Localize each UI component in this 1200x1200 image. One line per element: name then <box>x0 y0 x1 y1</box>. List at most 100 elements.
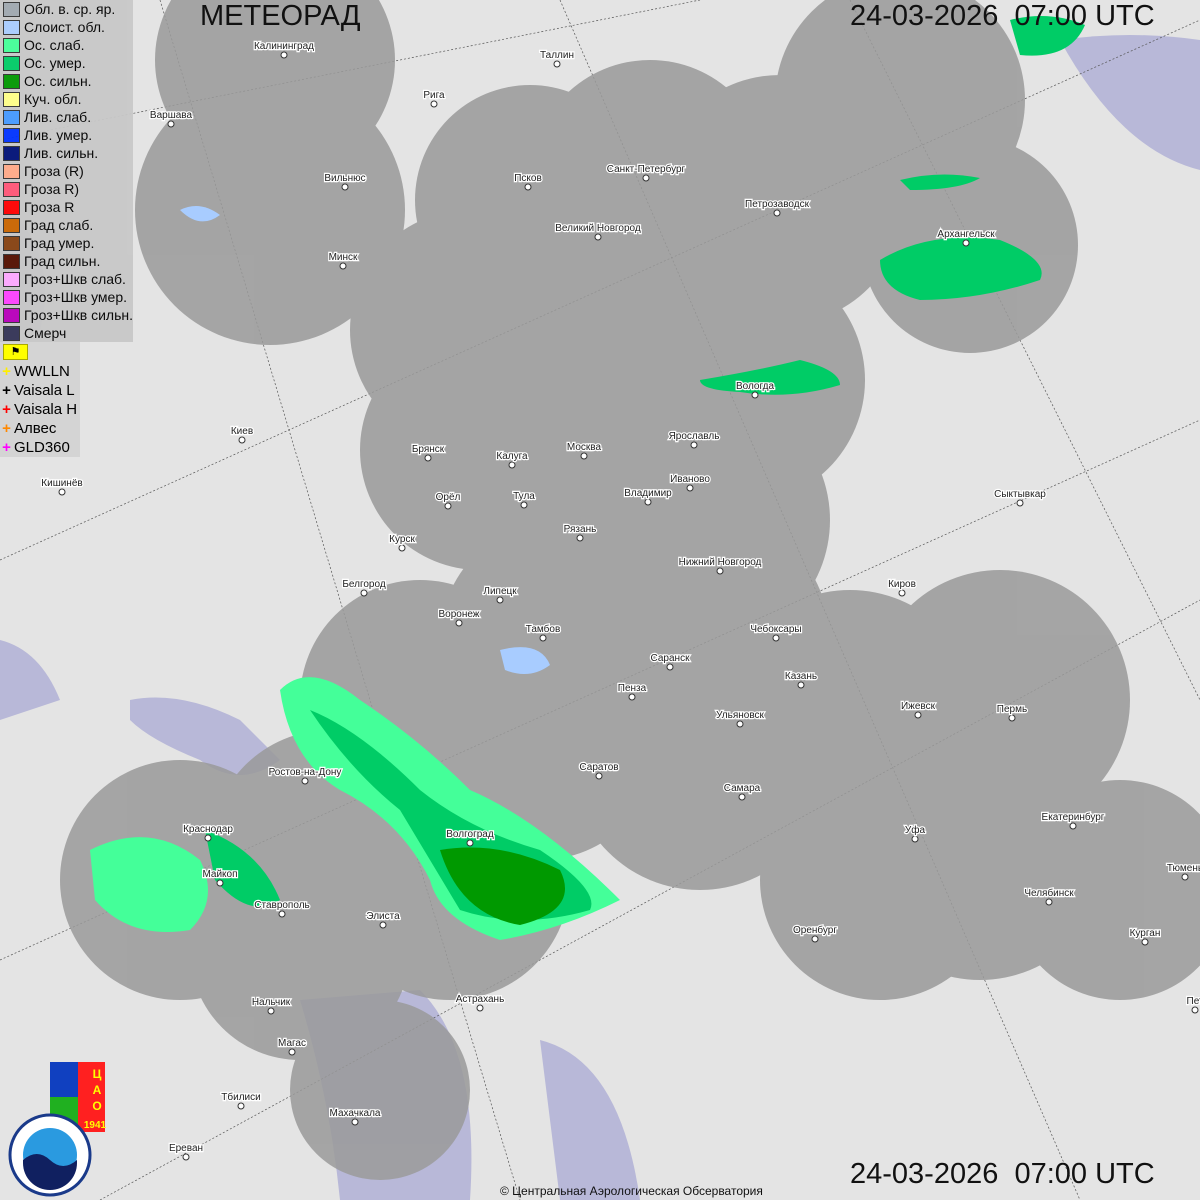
legend-swatch <box>3 19 20 35</box>
city-name: Вологда <box>736 381 775 392</box>
city-name: Казань <box>785 671 817 682</box>
city-name: Иваново <box>670 474 710 485</box>
city-name: Махачкала <box>330 1108 381 1119</box>
city-marker: Минск <box>327 251 359 270</box>
city-name: Калининград <box>254 41 314 52</box>
city-name: Киев <box>231 426 253 437</box>
city-name: Курган <box>1130 928 1161 939</box>
city-name: Великий Новгород <box>555 223 641 234</box>
lightning-source[interactable]: + Алвес <box>0 419 80 438</box>
city-marker: Тамбов <box>524 622 562 642</box>
flag-icon[interactable]: ⚑ <box>3 344 28 360</box>
city-marker: Элиста <box>365 910 401 929</box>
precip-echo <box>1010 16 1085 56</box>
legend-item: Гроза R) <box>0 180 133 198</box>
legend-item: Лив. сильн. <box>0 144 133 162</box>
city-marker: Москва <box>566 441 603 460</box>
legend-swatch <box>3 289 20 305</box>
precipitation-legend: Обл. в. ср. яр. Слоист. обл. Ос. слаб. Ос. … <box>0 0 133 342</box>
city-marker: Ижевск <box>900 700 937 719</box>
city-marker: Ставрополь <box>253 899 311 918</box>
legend-swatch <box>3 55 20 71</box>
city-marker: Пенза <box>617 682 648 701</box>
city-marker: Казань <box>784 670 818 689</box>
lightning-label: Алвес <box>14 420 57 437</box>
lightning-source[interactable]: + Vaisala H <box>0 400 80 419</box>
legend-swatch <box>3 145 20 161</box>
legend-item: Гроза R <box>0 198 133 216</box>
city-name: Таллин <box>540 50 574 61</box>
city-marker: Чебоксары <box>749 622 803 642</box>
legend-item: Гроз+Шкв умер. <box>0 288 133 306</box>
svg-text:О: О <box>92 1099 101 1113</box>
legend-label: Град сильн. <box>24 253 101 269</box>
timestamp-bottom: 24-03-2026 07:00 UTC <box>850 1158 1155 1190</box>
city-marker: Вологда <box>735 380 776 399</box>
city-marker: Воронеж <box>437 608 481 627</box>
city-name: Майкоп <box>202 869 237 880</box>
legend-item: Слоист. обл. <box>0 18 133 36</box>
city-name: Тамбов <box>526 623 561 635</box>
legend-label: Куч. обл. <box>24 91 82 107</box>
city-marker: Ярославль <box>667 430 721 449</box>
city-marker: Волгоград <box>445 828 495 847</box>
city-name: Саратов <box>579 762 618 773</box>
city-marker: Ереван <box>168 1142 204 1161</box>
city-marker: Саратов <box>578 761 620 780</box>
cross-icon: + <box>2 420 11 437</box>
city-marker: Краснодар <box>182 823 235 842</box>
city-marker: Вильнюс <box>323 172 367 191</box>
legend-swatch <box>3 271 20 287</box>
precip-echo <box>90 837 208 932</box>
precip-echo <box>180 206 220 222</box>
lightning-label: Vaisala H <box>14 401 78 418</box>
city-name: Оренбург <box>793 924 837 936</box>
city-name: Орёл <box>436 492 461 503</box>
legend-label: Гроза R <box>24 199 75 215</box>
lightning-source[interactable]: + Vaisala L <box>0 381 80 400</box>
city-name: Тула <box>513 491 535 502</box>
precip-echo <box>500 647 550 674</box>
timestamp-top: 24-03-2026 07:00 UTC <box>850 0 1155 32</box>
legend-item: Ос. слаб. <box>0 36 133 54</box>
legend-label: Гроза R) <box>24 181 80 197</box>
legend-item: Лив. слаб. <box>0 108 133 126</box>
city-name: Липецк <box>483 586 517 597</box>
svg-text:А: А <box>93 1083 102 1097</box>
city-marker: Самара <box>723 782 762 801</box>
city-marker: Нижний Новгород <box>677 556 763 575</box>
legend-swatch <box>3 181 20 197</box>
city-marker: Саранск <box>649 652 691 671</box>
city-name: Псков <box>514 173 542 184</box>
lightning-source[interactable]: + GLD360 <box>0 438 80 457</box>
city-name: Санкт-Петербург <box>607 163 686 175</box>
city-marker: Астрахань <box>454 993 506 1012</box>
city-marker: Великий Новгород <box>554 222 642 241</box>
city-marker: Псков <box>513 172 543 191</box>
city-name: Вильнюс <box>324 173 365 184</box>
legend-swatch <box>3 109 20 125</box>
legend-swatch <box>3 163 20 179</box>
lightning-legend: ⚑ + WWLLN + Vaisala L + Vaisala H + Алвес + GLD36… <box>0 342 80 457</box>
city-name: Кишинёв <box>41 478 82 489</box>
legend-label: Смерч <box>24 325 67 341</box>
legend-item: Град сильн. <box>0 252 133 270</box>
precip-echo <box>880 237 1042 300</box>
cross-icon: + <box>2 401 11 418</box>
legend-item: Гроза (R) <box>0 162 133 180</box>
city-name: Тюмень <box>1167 863 1200 874</box>
city-name: Минск <box>329 252 358 263</box>
legend-item: Гроз+Шкв сильн. <box>0 306 133 324</box>
legend-label: Лив. сильн. <box>24 145 99 161</box>
city-name: Владимир <box>624 488 672 499</box>
city-name: Рязань <box>564 524 597 535</box>
legend-label: Гроз+Шкв умер. <box>24 289 128 305</box>
city-name: Астрахань <box>456 994 505 1005</box>
lightning-label: WWLLN <box>14 363 70 380</box>
city-name: Пенза <box>618 683 647 694</box>
city-marker: Челябинск <box>1023 886 1076 906</box>
city-marker: Тюмень <box>1166 862 1200 881</box>
lightning-source[interactable]: + WWLLN <box>0 362 80 381</box>
legend-swatch <box>3 253 20 269</box>
